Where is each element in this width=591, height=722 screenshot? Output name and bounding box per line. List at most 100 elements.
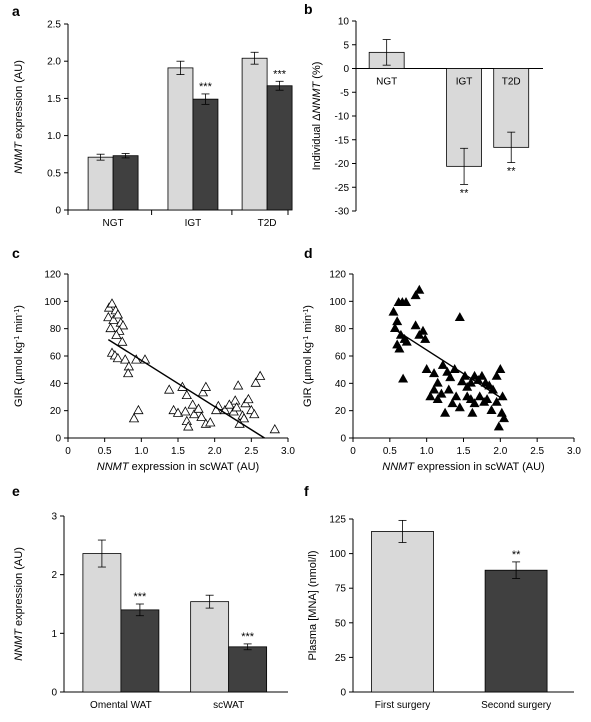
bar bbox=[112, 155, 139, 211]
data-point bbox=[230, 395, 241, 405]
data-point bbox=[465, 394, 476, 404]
data-point bbox=[425, 391, 436, 401]
data-point bbox=[410, 320, 421, 330]
y-axis-title: Plasma [MNA] (nmol/l) bbox=[307, 550, 319, 660]
data-point bbox=[197, 387, 209, 397]
data-point bbox=[250, 377, 261, 387]
y-tick-label: -25 bbox=[335, 183, 350, 194]
y-tick-label: -10 bbox=[335, 112, 350, 123]
panel-letter: f bbox=[304, 483, 309, 499]
significance-mark: ** bbox=[507, 166, 516, 178]
x-tick-label: 0 bbox=[65, 446, 71, 457]
regression-line bbox=[107, 339, 265, 439]
y-tick-label: -15 bbox=[335, 135, 350, 146]
data-point bbox=[269, 423, 280, 434]
data-point bbox=[467, 407, 478, 417]
y-tick-label: 0 bbox=[55, 206, 61, 217]
significance-mark: *** bbox=[273, 68, 287, 80]
panel-letter: a bbox=[12, 3, 20, 19]
data-point bbox=[493, 421, 504, 431]
y-tick-label: 25 bbox=[335, 653, 347, 664]
data-point bbox=[183, 421, 194, 431]
data-point bbox=[205, 417, 216, 427]
bar bbox=[120, 609, 160, 693]
category-label: IGT bbox=[185, 218, 202, 229]
data-point bbox=[491, 396, 502, 406]
data-point bbox=[388, 306, 399, 316]
y-tick-label: 40 bbox=[50, 379, 62, 390]
x-tick-label: 2.0 bbox=[208, 446, 222, 457]
significance-mark: ** bbox=[512, 549, 521, 561]
data-point bbox=[414, 284, 425, 294]
data-point bbox=[451, 391, 462, 401]
category-label: NGT bbox=[376, 77, 397, 88]
y-tick-label: 3 bbox=[51, 512, 57, 523]
data-point bbox=[181, 389, 192, 400]
category-label: IGT bbox=[456, 77, 473, 88]
y-tick-label: 60 bbox=[50, 352, 62, 363]
data-point bbox=[491, 370, 502, 380]
bar bbox=[484, 569, 548, 693]
data-point bbox=[196, 411, 207, 421]
data-point bbox=[417, 325, 428, 335]
y-tick-label: 100 bbox=[329, 297, 346, 308]
data-point bbox=[187, 399, 198, 409]
significance-mark: ** bbox=[460, 187, 469, 199]
bar bbox=[241, 57, 268, 211]
data-point bbox=[111, 329, 122, 339]
data-point bbox=[243, 393, 254, 404]
regression-line bbox=[393, 328, 505, 401]
data-point bbox=[469, 370, 480, 380]
y-tick-label: 0 bbox=[51, 688, 57, 699]
data-point bbox=[429, 368, 440, 378]
x-tick-label: 1.5 bbox=[171, 446, 185, 457]
data-point bbox=[421, 364, 432, 373]
data-point bbox=[232, 380, 244, 390]
data-point bbox=[457, 376, 468, 386]
data-point bbox=[474, 391, 485, 401]
data-point bbox=[231, 402, 242, 412]
bar bbox=[371, 531, 434, 693]
data-point bbox=[224, 399, 235, 409]
y-tick-label: 50 bbox=[335, 618, 347, 629]
bar bbox=[167, 67, 194, 211]
category-label: scWAT bbox=[213, 700, 244, 711]
y-tick-label: 2.0 bbox=[47, 57, 61, 68]
x-tick-label: 3.0 bbox=[281, 446, 295, 457]
y-tick-label: 0.5 bbox=[47, 168, 61, 179]
x-tick-label: 1.0 bbox=[134, 446, 148, 457]
y-tick-label: 2.5 bbox=[47, 20, 61, 31]
panel-e: e 0 1 2 3 NNMT expression (AU) *** Omental WAT *… bbox=[12, 483, 288, 711]
x-tick-label: 1.5 bbox=[457, 446, 471, 457]
x-tick-label: 2.5 bbox=[530, 446, 544, 457]
data-point bbox=[128, 413, 140, 423]
bar bbox=[82, 553, 122, 693]
data-point bbox=[112, 309, 124, 319]
bar bbox=[266, 85, 293, 211]
panel-c: c 0 20 40 60 80 100 120 GIR (µmol kg-1 min-1) 0 0.… bbox=[12, 245, 295, 473]
y-axis-title: Individual ΔNNMT (%) bbox=[311, 62, 323, 171]
bar bbox=[190, 601, 230, 693]
data-point bbox=[389, 323, 401, 332]
data-point bbox=[499, 413, 510, 423]
panel-letter: e bbox=[12, 483, 20, 499]
y-tick-label: 0 bbox=[343, 64, 349, 75]
data-point bbox=[432, 377, 443, 387]
data-point bbox=[117, 336, 128, 346]
y-tick-label: 75 bbox=[335, 584, 347, 595]
data-point bbox=[249, 408, 260, 419]
x-tick-label: 2.0 bbox=[493, 446, 507, 457]
data-point bbox=[440, 407, 451, 417]
y-tick-label: 0 bbox=[340, 688, 346, 699]
y-tick-label: 80 bbox=[335, 324, 347, 335]
data-point bbox=[469, 398, 480, 408]
data-point bbox=[436, 388, 447, 398]
y-tick-label: 80 bbox=[50, 324, 62, 335]
y-tick-label: 10 bbox=[338, 17, 350, 28]
category-label: First surgery bbox=[375, 700, 431, 711]
x-axis-title: NNMT expression in scWAT (AU) bbox=[382, 461, 544, 473]
y-axis-title: GIR (µmol kg-1 min-1) bbox=[13, 305, 25, 407]
y-axis-title: NNMT expression (AU) bbox=[13, 547, 25, 661]
y-axis-title: GIR (µmol kg-1 min-1) bbox=[302, 305, 314, 407]
